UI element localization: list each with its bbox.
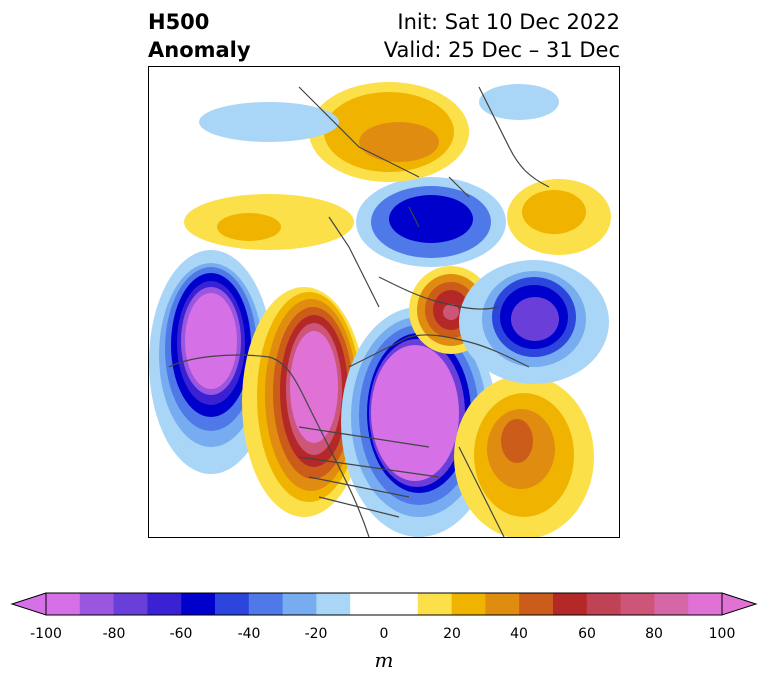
colorbar-segment: [586, 593, 622, 615]
colorbar-segment: [519, 593, 554, 615]
map-canvas: [149, 82, 611, 537]
colorbar: [10, 592, 758, 616]
positive-anomaly-west-core: [290, 331, 338, 443]
colorbar-segment: [417, 593, 453, 615]
coastline: [348, 334, 530, 368]
colorbar-tick: -100: [30, 626, 62, 642]
negative-anomaly-top-left: [199, 102, 339, 142]
colorbar-segment: [113, 593, 148, 615]
colorbar-tick: 0: [379, 626, 389, 642]
colorbar-tick: -80: [102, 626, 126, 642]
negative-anomaly-europe-core: [511, 297, 559, 341]
coastline: [168, 354, 370, 537]
colorbar-tick: 100: [708, 626, 736, 642]
colorbar-extend-min: [10, 592, 47, 616]
colorbar-segment: [553, 593, 588, 615]
negative-anomaly-pacific-core: [185, 293, 237, 389]
title-variable: H500: [148, 10, 210, 34]
title-init-date: Init: Sat 10 Dec 2022: [397, 10, 620, 34]
anomaly-map: [148, 66, 620, 538]
colorbar-segment: [181, 593, 216, 615]
colorbar-segment: [46, 593, 81, 615]
colorbar-segment: [654, 593, 689, 615]
positive-anomaly-atlantic-core: [501, 419, 533, 463]
colorbar-segment: [350, 593, 385, 615]
positive-anomaly-siberia-core: [359, 122, 439, 162]
coastline: [378, 276, 500, 310]
positive-anomaly-greenland-core: [443, 304, 459, 320]
coastline: [478, 86, 550, 188]
anomaly-contours: [149, 82, 611, 537]
positive-anomaly-nw-core: [217, 213, 281, 241]
colorbar-tick: -60: [169, 626, 193, 642]
colorbar-segment: [620, 593, 655, 615]
colorbar-segment: [282, 593, 317, 615]
title-valid-range: Valid: 25 Dec – 31 Dec: [383, 38, 620, 62]
colorbar-segment: [79, 593, 115, 615]
plot-title-left: H500 Anomaly: [148, 8, 251, 64]
colorbar-frame: [45, 592, 723, 616]
title-field: Anomaly: [148, 38, 251, 62]
colorbar-segment: [451, 593, 486, 615]
negative-anomaly-polar-core: [389, 195, 473, 243]
colorbar-tick: -20: [304, 626, 328, 642]
colorbar-segment: [485, 593, 520, 615]
country-border: [328, 176, 470, 308]
coastline: [298, 86, 420, 178]
colorbar-unit-label: m: [374, 648, 394, 672]
negative-anomaly-east-core: [371, 345, 459, 481]
colorbar-segment: [384, 593, 419, 615]
colorbar-extend-max: [721, 592, 758, 616]
colorbar-segment: [215, 593, 250, 615]
negative-anomaly-top-right: [479, 84, 559, 120]
colorbar-segment: [147, 593, 182, 615]
colorbar-segment: [316, 593, 351, 615]
colorbar-tick: 20: [443, 626, 461, 642]
coastline: [458, 446, 505, 537]
colorbar-segment: [248, 593, 284, 615]
map-boundaries: [168, 86, 550, 537]
positive-anomaly-ne-core: [522, 190, 586, 234]
colorbar-tick: 80: [645, 626, 663, 642]
colorbar-tick: 60: [578, 626, 596, 642]
colorbar-tick: -40: [237, 626, 261, 642]
country-border: [298, 426, 440, 518]
plot-title-right: Init: Sat 10 Dec 2022 Valid: 25 Dec – 31…: [384, 8, 620, 64]
colorbar-tick: 40: [510, 626, 528, 642]
colorbar-segment: [688, 593, 723, 615]
